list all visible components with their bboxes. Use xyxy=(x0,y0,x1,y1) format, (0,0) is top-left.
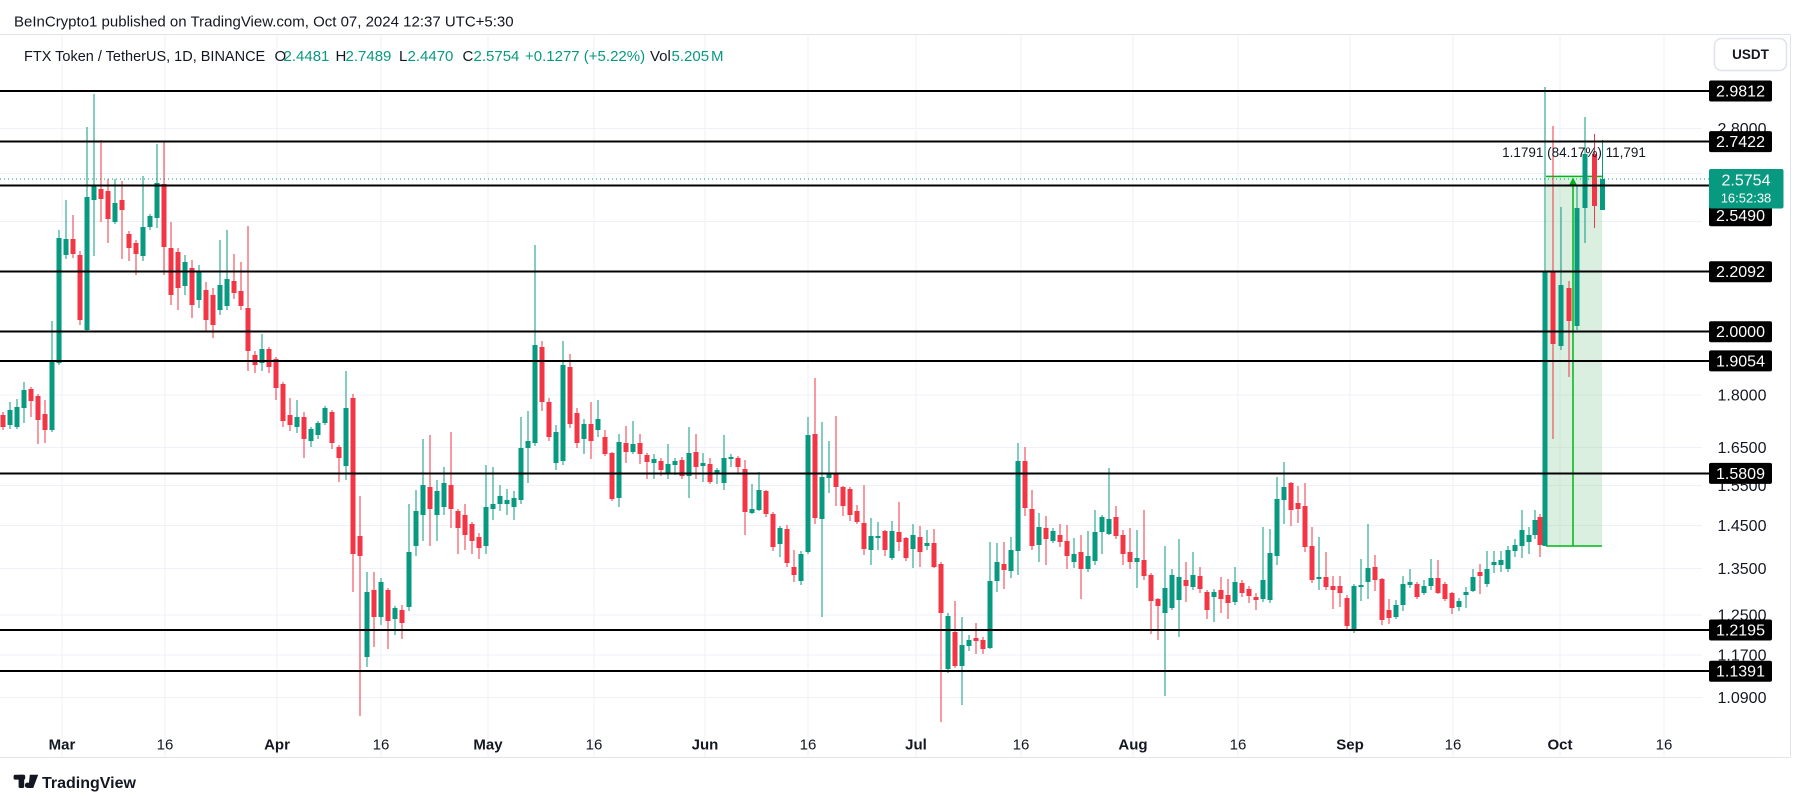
svg-text:1.1700: 1.1700 xyxy=(1718,647,1767,664)
svg-text:BeInCrypto1 published on Tradi: BeInCrypto1 published on TradingView.com… xyxy=(14,14,514,31)
svg-text:16: 16 xyxy=(1445,737,1462,754)
svg-text:5.205: 5.205 xyxy=(672,48,710,65)
svg-text:16: 16 xyxy=(800,737,817,754)
svg-text:2.5490: 2.5490 xyxy=(1716,208,1765,225)
svg-text:L: L xyxy=(399,48,407,65)
svg-text:2.4481: 2.4481 xyxy=(284,48,330,65)
svg-text:2.7422: 2.7422 xyxy=(1716,134,1765,151)
svg-text:2.5754: 2.5754 xyxy=(474,48,520,65)
svg-text:Mar: Mar xyxy=(49,737,76,754)
svg-text:1.0900: 1.0900 xyxy=(1718,690,1767,707)
svg-text:1.4500: 1.4500 xyxy=(1718,518,1767,535)
svg-text:16: 16 xyxy=(1230,737,1247,754)
svg-text:USDT: USDT xyxy=(1732,47,1770,62)
svg-text:TradingView: TradingView xyxy=(42,775,137,792)
svg-text:C: C xyxy=(463,48,474,65)
svg-text:1.5809: 1.5809 xyxy=(1716,466,1765,483)
svg-text:M: M xyxy=(711,48,724,65)
svg-text:2.4470: 2.4470 xyxy=(408,48,454,65)
svg-text:+0.1277 (+5.22%): +0.1277 (+5.22%) xyxy=(525,48,645,65)
svg-text:1.6500: 1.6500 xyxy=(1718,440,1767,457)
svg-text:2.2092: 2.2092 xyxy=(1716,264,1765,281)
svg-text:16: 16 xyxy=(1013,737,1030,754)
svg-text:1.9054: 1.9054 xyxy=(1716,353,1765,370)
svg-text:1.3500: 1.3500 xyxy=(1718,561,1767,578)
svg-text:1.2195: 1.2195 xyxy=(1716,622,1765,639)
svg-text:Oct: Oct xyxy=(1547,737,1572,754)
svg-text:May: May xyxy=(473,737,503,754)
svg-text:H: H xyxy=(336,48,347,65)
svg-text:16: 16 xyxy=(157,737,174,754)
svg-text:FTX Token / TetherUS, 1D, BINA: FTX Token / TetherUS, 1D, BINANCE xyxy=(24,49,266,65)
svg-text:2.7489: 2.7489 xyxy=(346,48,392,65)
svg-text:16: 16 xyxy=(1656,737,1673,754)
svg-text:16: 16 xyxy=(586,737,603,754)
svg-text:2.5754: 2.5754 xyxy=(1722,173,1771,190)
svg-text:Vol: Vol xyxy=(650,48,671,65)
svg-text:Aug: Aug xyxy=(1118,737,1147,754)
svg-text:2.0000: 2.0000 xyxy=(1716,324,1765,341)
svg-text:Apr: Apr xyxy=(264,737,290,754)
svg-text:O: O xyxy=(275,48,287,65)
svg-text:16:52:38: 16:52:38 xyxy=(1721,191,1772,206)
svg-text:1.1391: 1.1391 xyxy=(1716,664,1765,681)
svg-text:Sep: Sep xyxy=(1336,737,1364,754)
svg-text:16: 16 xyxy=(373,737,390,754)
svg-text:Jun: Jun xyxy=(692,737,719,754)
svg-text:2.9812: 2.9812 xyxy=(1716,83,1765,100)
svg-text:1.1791 (84.17%) 11,791: 1.1791 (84.17%) 11,791 xyxy=(1502,145,1646,160)
svg-text:1.8000: 1.8000 xyxy=(1718,388,1767,405)
svg-text:Jul: Jul xyxy=(905,737,927,754)
